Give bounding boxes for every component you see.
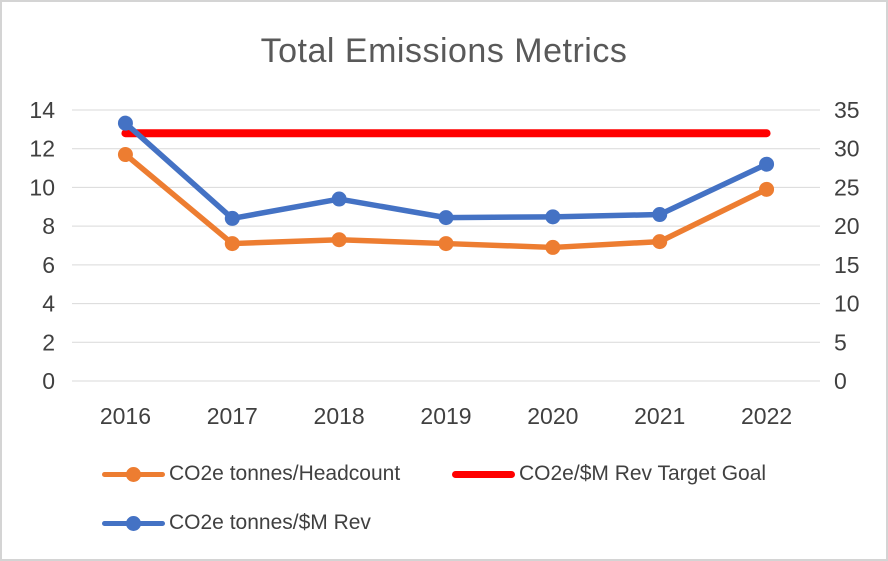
y-axis-left-tick-label: 2 xyxy=(42,329,55,355)
data-point-co2e-tonnes-headcount xyxy=(331,232,347,248)
y-axis-left-tick-label: 8 xyxy=(42,213,55,239)
y-axis-left-tick-label: 4 xyxy=(42,291,55,317)
data-point-co2e-tonnes-headcount xyxy=(652,234,668,250)
x-axis-tick-label: 2018 xyxy=(314,403,365,429)
data-point-co2e-tonnes-headcount xyxy=(438,236,454,252)
data-point-co2e-tonnes-rev xyxy=(331,191,347,207)
data-point-co2e-tonnes-rev xyxy=(224,210,240,226)
x-axis-tick-label: 2016 xyxy=(100,403,151,429)
x-axis-tick-label: 2017 xyxy=(207,403,258,429)
data-point-co2e-tonnes-rev xyxy=(117,115,133,131)
x-axis-tick-label: 2021 xyxy=(634,403,685,429)
y-axis-right-tick-label: 20 xyxy=(834,213,860,239)
y-axis-left-tick-label: 10 xyxy=(29,174,55,200)
y-axis-right-tick-label: 5 xyxy=(834,329,847,355)
x-axis-tick-label: 2020 xyxy=(527,403,578,429)
chart-title: Total Emissions Metrics xyxy=(260,32,628,70)
data-point-co2e-tonnes-rev xyxy=(759,156,775,172)
data-point-co2e-tonnes-headcount xyxy=(545,239,561,255)
data-point-co2e-tonnes-rev xyxy=(652,207,668,223)
y-axis-right-tick-label: 35 xyxy=(834,97,860,123)
y-axis-left-tick-label: 12 xyxy=(29,136,55,162)
y-axis-right-tick-label: 30 xyxy=(834,136,860,162)
y-axis-left-tick-label: 6 xyxy=(42,252,55,278)
series-line-co2e-tonnes-rev xyxy=(122,120,770,222)
data-point-co2e-tonnes-headcount xyxy=(117,147,133,163)
y-axis-left-tick-label: 0 xyxy=(42,368,55,394)
y-axis-left-tick-label: 14 xyxy=(29,97,55,123)
data-point-co2e-tonnes-headcount xyxy=(759,181,775,197)
y-axis-right-tick-label: 15 xyxy=(834,252,860,278)
series-line-co2e-tonnes-headcount xyxy=(122,151,770,251)
y-axis-right-tick-label: 0 xyxy=(834,368,847,394)
data-point-co2e-tonnes-rev xyxy=(545,209,561,225)
data-point-co2e-tonnes-rev xyxy=(438,210,454,226)
x-axis-tick-label: 2019 xyxy=(420,403,471,429)
y-axis-right-tick-label: 10 xyxy=(834,291,860,317)
y-axis-right-tick-label: 25 xyxy=(834,174,860,200)
data-point-co2e-tonnes-headcount xyxy=(224,236,240,252)
x-axis-tick-label: 2022 xyxy=(741,403,792,429)
